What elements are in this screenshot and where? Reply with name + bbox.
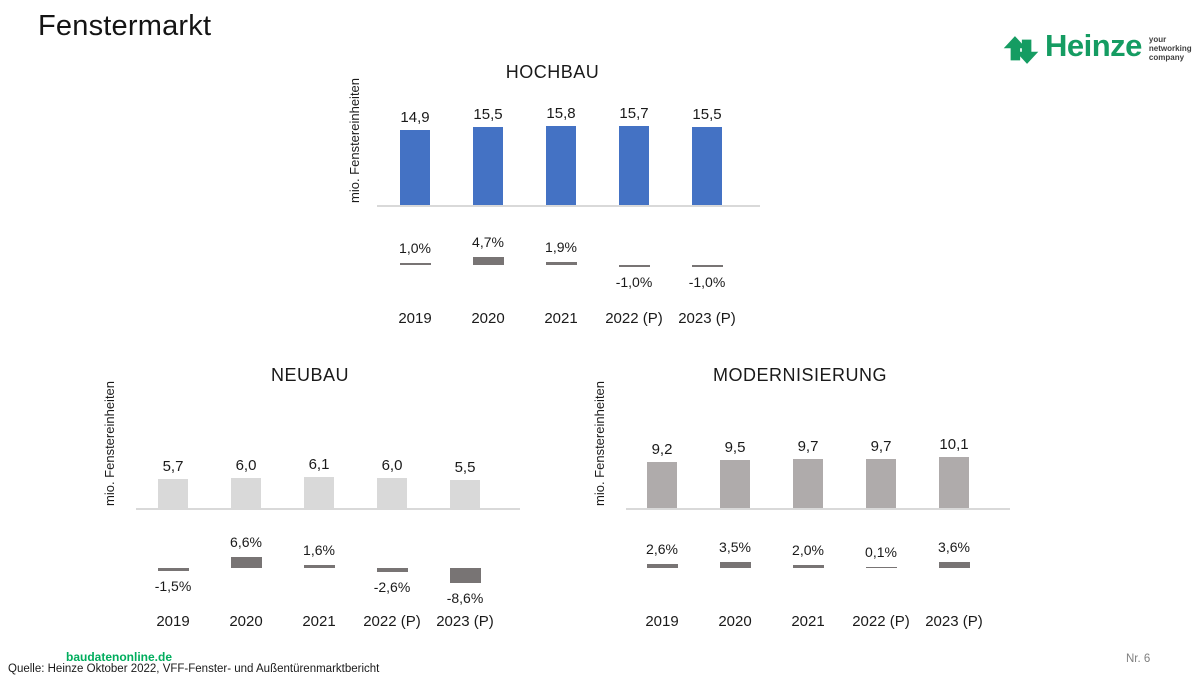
change-percent-bar [792,565,824,568]
category-label: 2020 [718,613,752,630]
bar [400,130,430,205]
x-axis-line [377,205,760,207]
change-percent-label: 4,7% [472,234,504,250]
bar-value-label: 15,5 [692,106,722,123]
chart-title: MODERNISIERUNG [712,365,887,385]
category-label: 2019 [398,310,432,327]
logo-tagline-line1: your [1148,35,1167,44]
bar [939,457,969,508]
heinze-logo: Heinze your networking company [1002,26,1192,71]
change-percent-label: -2,6% [373,579,411,595]
bar-value-label: 10,1 [939,436,969,453]
logo-tagline-line2: networking [1148,44,1192,53]
logo-tagline: your networking company [1149,26,1192,62]
bar-value-label: 14,9 [400,109,430,126]
change-percent-label: 1,0% [399,240,431,256]
category-label: 2023 (P) [925,613,983,630]
change-percent-bar [691,265,723,267]
change-percent-label: 3,5% [719,539,751,555]
bar-value-label: 6,1 [308,456,330,473]
bar [231,478,261,508]
chart-neubau: NEUBAU mio. Fenstereinheiten 5,7 -1,5% 2019 6… [100,363,520,648]
change-percent-bar [646,564,678,568]
bar-value-label: 15,8 [546,105,576,122]
change-percent-bar [449,568,481,583]
change-percent-bar [865,567,897,568]
category-label: 2019 [156,613,190,630]
chart-modernisierung: MODERNISIERUNG mio. Fenstereinheiten 9,2 2,… [590,363,1010,648]
category-label: 2023 (P) [678,310,736,327]
bar-value-label: 6,0 [381,457,403,474]
category-label: 2023 (P) [436,613,494,630]
change-percent-bar [719,562,751,568]
y-axis-label: mio. Fenstereinheiten [592,380,607,506]
chart-hochbau: HOCHBAU mio. Fenstereinheiten 14,9 1,0% 2019… [345,60,760,345]
bar-value-label: 9,2 [651,441,673,458]
category-label: 2020 [471,310,505,327]
bar [158,479,188,508]
change-percent-label: 1,9% [545,239,577,255]
category-label: 2021 [791,613,825,630]
bar [473,127,503,205]
category-label: 2021 [544,310,578,327]
bar [793,459,823,508]
bar-value-label: 6,0 [235,457,257,474]
baudatenonline-link[interactable]: baudatenonline.de [66,650,173,664]
category-label: 2022 (P) [605,310,663,327]
bar [647,462,677,508]
change-percent-label: -1,5% [154,578,192,594]
bar [546,126,576,205]
change-percent-bar [545,262,577,265]
change-percent-label: 6,6% [230,534,262,550]
category-label: 2021 [302,613,336,630]
change-percent-bar [618,265,650,267]
x-axis-line [136,508,520,510]
bar [304,477,334,508]
change-percent-label: 2,0% [792,542,824,558]
x-axis-line [626,508,1010,510]
bar-value-label: 9,5 [724,439,746,456]
bar [450,480,480,508]
change-percent-bar [472,257,504,265]
bar-value-label: 5,7 [162,458,184,475]
bar-value-label: 9,7 [870,438,892,455]
change-percent-bar [399,263,431,265]
bar [866,459,896,508]
change-percent-label: 1,6% [303,542,335,558]
logo-brand-text: Heinze [1045,28,1142,63]
change-percent-label: 0,1% [865,544,897,560]
logo-tagline-line3: company [1148,53,1185,62]
page-title: Fenstermarkt [38,10,212,42]
change-percent-bar [230,557,262,568]
category-label: 2019 [645,613,679,630]
bar-value-label: 5,5 [454,459,476,476]
y-axis-label: mio. Fenstereinheiten [102,380,117,506]
chart-title: HOCHBAU [505,62,600,82]
bar-value-label: 15,5 [473,106,503,123]
change-percent-label: 3,6% [938,539,970,555]
heinze-house-arrows-icon [1003,36,1039,64]
bar [692,127,722,205]
change-percent-bar [938,562,970,568]
bar [619,126,649,205]
change-percent-label: 2,6% [646,541,678,557]
page-number: Nr. 6 [1126,653,1151,665]
category-label: 2022 (P) [852,613,910,630]
y-axis-label: mio. Fenstereinheiten [347,77,362,203]
change-percent-label: -8,6% [446,590,484,606]
change-percent-label: -1,0% [615,274,653,290]
change-percent-bar [303,565,335,568]
chart-title: NEUBAU [270,365,349,385]
bar-value-label: 9,7 [797,438,819,455]
change-percent-label: -1,0% [688,274,726,290]
bar [720,460,750,508]
bar-value-label: 15,7 [619,105,649,122]
change-percent-bar [376,568,408,572]
bar [377,478,407,508]
category-label: 2020 [229,613,263,630]
change-percent-bar [157,568,189,571]
category-label: 2022 (P) [363,613,421,630]
source-note: Quelle: Heinze Oktober 2022, VFF-Fenster… [8,663,380,675]
